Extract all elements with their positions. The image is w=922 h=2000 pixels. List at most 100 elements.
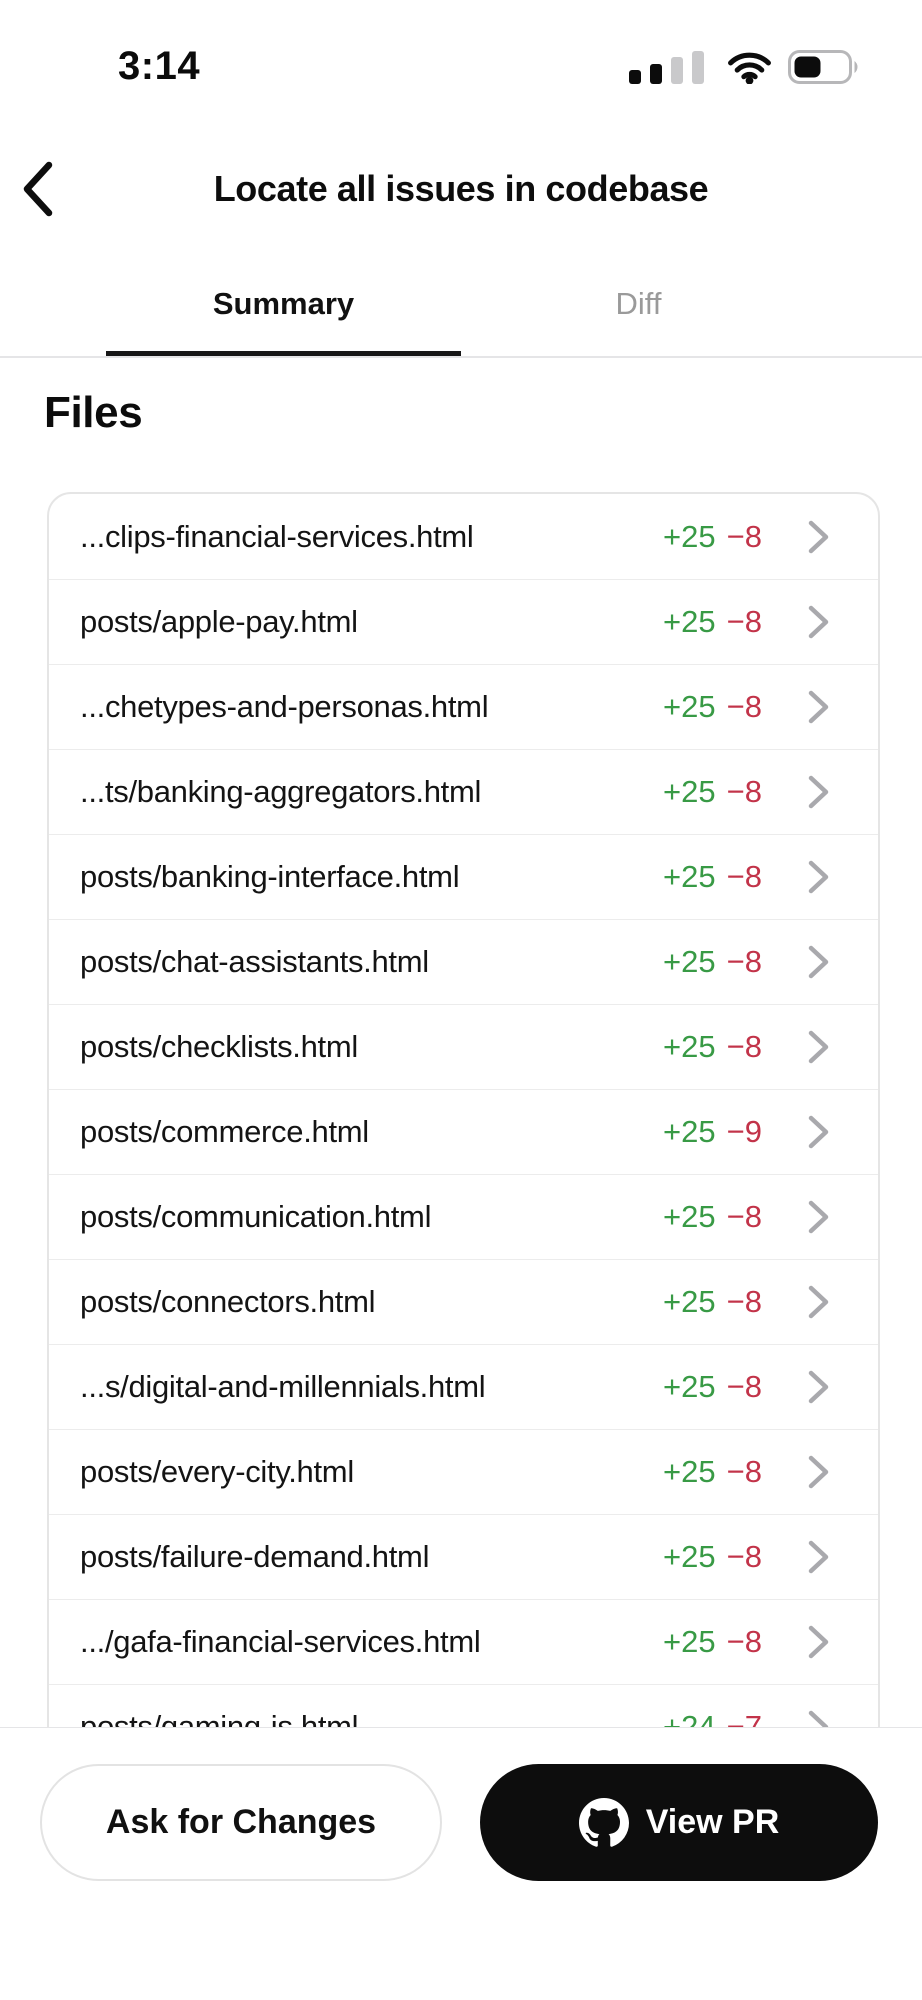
ask-for-changes-button[interactable]: Ask for Changes bbox=[40, 1764, 442, 1881]
chevron-right-icon bbox=[808, 605, 829, 639]
file-row[interactable]: posts/checklists.html +25 −8 bbox=[49, 1004, 878, 1089]
file-row[interactable]: posts/chat-assistants.html +25 −8 bbox=[49, 919, 878, 1004]
additions-count: +25 bbox=[663, 518, 716, 554]
deletions-count: −8 bbox=[726, 1284, 762, 1319]
file-row[interactable]: posts/failure-demand.html +25 −8 bbox=[49, 1514, 878, 1599]
diff-stats: +25 −8 bbox=[663, 519, 762, 555]
file-row[interactable]: ...ts/banking-aggregators.html +25 −8 bbox=[49, 749, 878, 834]
file-name: posts/connectors.html bbox=[80, 1284, 376, 1319]
file-name: posts/gaming-is.html bbox=[80, 1709, 359, 1727]
tab-diff[interactable]: Diff bbox=[461, 268, 816, 358]
additions-count: +25 bbox=[663, 1454, 716, 1489]
diff-stats: +25 −8 bbox=[663, 944, 762, 980]
view-pr-button[interactable]: View PR bbox=[480, 1764, 878, 1881]
tab-bar: Summary Diff bbox=[106, 268, 816, 358]
wifi-icon bbox=[728, 52, 771, 84]
cellular-signal-icon bbox=[629, 50, 704, 84]
ask-for-changes-label: Ask for Changes bbox=[105, 1803, 377, 1841]
file-name: posts/apple-pay.html bbox=[80, 604, 358, 639]
chevron-right-icon bbox=[808, 775, 829, 809]
diff-stats: +25 −8 bbox=[663, 1029, 762, 1065]
file-row[interactable]: .../gafa-financial-services.html +25 −8 bbox=[49, 1599, 878, 1684]
file-name: posts/failure-demand.html bbox=[80, 1539, 430, 1574]
deletions-count: −8 bbox=[726, 1624, 762, 1659]
file-row[interactable]: ...clips-financial-services.html +25 −8 bbox=[49, 494, 878, 579]
page-title: Locate all issues in codebase bbox=[213, 168, 709, 209]
battery-icon bbox=[788, 50, 858, 84]
deletions-count: −8 bbox=[726, 1029, 762, 1064]
file-row[interactable]: posts/connectors.html +25 −8 bbox=[49, 1259, 878, 1344]
back-chevron-icon bbox=[23, 161, 53, 217]
file-row[interactable]: posts/banking-interface.html +25 −8 bbox=[49, 834, 878, 919]
tab-summary[interactable]: Summary bbox=[106, 268, 461, 358]
diff-stats: +25 −8 bbox=[663, 1199, 762, 1235]
chevron-right-icon bbox=[808, 520, 829, 553]
additions-count: +25 bbox=[663, 944, 716, 979]
additions-count: +25 bbox=[663, 1029, 716, 1064]
deletions-count: −8 bbox=[726, 944, 762, 979]
deletions-count: −8 bbox=[726, 1539, 762, 1574]
diff-stats: +25 −8 bbox=[663, 1624, 762, 1660]
chevron-right-icon bbox=[808, 1455, 829, 1489]
diff-stats: +25 −8 bbox=[663, 774, 762, 810]
back-button[interactable] bbox=[16, 158, 60, 220]
diff-stats: +25 −8 bbox=[663, 1539, 762, 1575]
chevron-right-icon bbox=[808, 1285, 829, 1319]
additions-count: +25 bbox=[663, 1369, 716, 1404]
additions-count: +24 bbox=[663, 1709, 716, 1727]
deletions-count: −9 bbox=[726, 1114, 762, 1149]
files-section-heading: Files bbox=[44, 388, 143, 437]
file-name: posts/banking-interface.html bbox=[80, 859, 460, 894]
additions-count: +25 bbox=[663, 1539, 716, 1574]
additions-count: +25 bbox=[663, 774, 716, 809]
additions-count: +25 bbox=[663, 604, 716, 639]
status-bar-icons bbox=[629, 50, 860, 84]
chevron-right-icon bbox=[808, 1200, 829, 1234]
additions-count: +25 bbox=[663, 1624, 716, 1659]
deletions-count: −8 bbox=[726, 1369, 762, 1404]
deletions-count: −8 bbox=[726, 1199, 762, 1234]
file-row[interactable]: posts/commerce.html +25 −9 bbox=[49, 1089, 878, 1174]
additions-count: +25 bbox=[663, 859, 716, 894]
diff-stats: +25 −8 bbox=[663, 1284, 762, 1320]
chevron-right-icon bbox=[808, 1625, 829, 1659]
file-row[interactable]: posts/every-city.html +25 −8 bbox=[49, 1429, 878, 1514]
deletions-count: −8 bbox=[726, 518, 762, 554]
diff-stats: +24 −7 bbox=[663, 1709, 762, 1727]
file-name: posts/chat-assistants.html bbox=[80, 944, 429, 979]
bottom-action-bar: Ask for Changes View PR bbox=[0, 1727, 922, 2000]
diff-stats: +25 −8 bbox=[663, 1454, 762, 1490]
file-row[interactable]: ...chetypes-and-personas.html +25 −8 bbox=[49, 664, 878, 749]
file-row[interactable]: posts/gaming-is.html +24 −7 bbox=[49, 1684, 878, 1727]
diff-stats: +25 −8 bbox=[663, 689, 762, 725]
deletions-count: −7 bbox=[726, 1709, 762, 1727]
tab-summary-label: Summary bbox=[212, 286, 355, 321]
chevron-right-icon bbox=[808, 945, 829, 979]
additions-count: +25 bbox=[663, 689, 716, 724]
deletions-count: −8 bbox=[726, 1454, 762, 1489]
file-name: ...s/digital-and-millennials.html bbox=[80, 1369, 486, 1404]
active-tab-underline bbox=[106, 351, 461, 358]
tab-diff-label: Diff bbox=[615, 286, 662, 321]
chevron-right-icon bbox=[808, 1115, 829, 1149]
github-logo-icon bbox=[578, 1797, 629, 1847]
diff-stats: +25 −8 bbox=[663, 1369, 762, 1405]
tabbar-divider bbox=[0, 356, 922, 358]
files-list: ...clips-financial-services.html +25 −8 … bbox=[47, 492, 880, 1727]
file-row[interactable]: ...s/digital-and-millennials.html +25 −8 bbox=[49, 1344, 878, 1429]
chevron-right-icon bbox=[808, 1030, 829, 1064]
status-bar-time: 3:14 bbox=[118, 44, 201, 88]
chevron-right-icon bbox=[808, 1370, 829, 1404]
view-pr-label: View PR bbox=[645, 1803, 780, 1841]
diff-stats: +25 −8 bbox=[663, 604, 762, 640]
file-name: posts/every-city.html bbox=[80, 1454, 354, 1489]
deletions-count: −8 bbox=[726, 859, 762, 894]
file-name: posts/checklists.html bbox=[80, 1029, 358, 1064]
file-row[interactable]: posts/apple-pay.html +25 −8 bbox=[49, 579, 878, 664]
chevron-right-icon bbox=[808, 690, 829, 724]
file-name: posts/commerce.html bbox=[80, 1114, 369, 1149]
additions-count: +25 bbox=[663, 1199, 716, 1234]
diff-stats: +25 −8 bbox=[663, 859, 762, 895]
file-row[interactable]: posts/communication.html +25 −8 bbox=[49, 1174, 878, 1259]
